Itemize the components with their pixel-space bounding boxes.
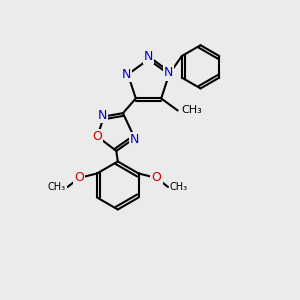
Text: N: N [144, 50, 153, 63]
Text: O: O [92, 130, 102, 143]
Text: N: N [130, 133, 139, 146]
Text: CH₃: CH₃ [181, 106, 202, 116]
Text: N: N [164, 66, 173, 79]
Text: CH₃: CH₃ [169, 182, 188, 192]
Text: O: O [74, 172, 84, 184]
Text: N: N [122, 68, 131, 81]
Text: N: N [98, 109, 107, 122]
Text: CH₃: CH₃ [48, 182, 66, 192]
Text: O: O [152, 172, 161, 184]
